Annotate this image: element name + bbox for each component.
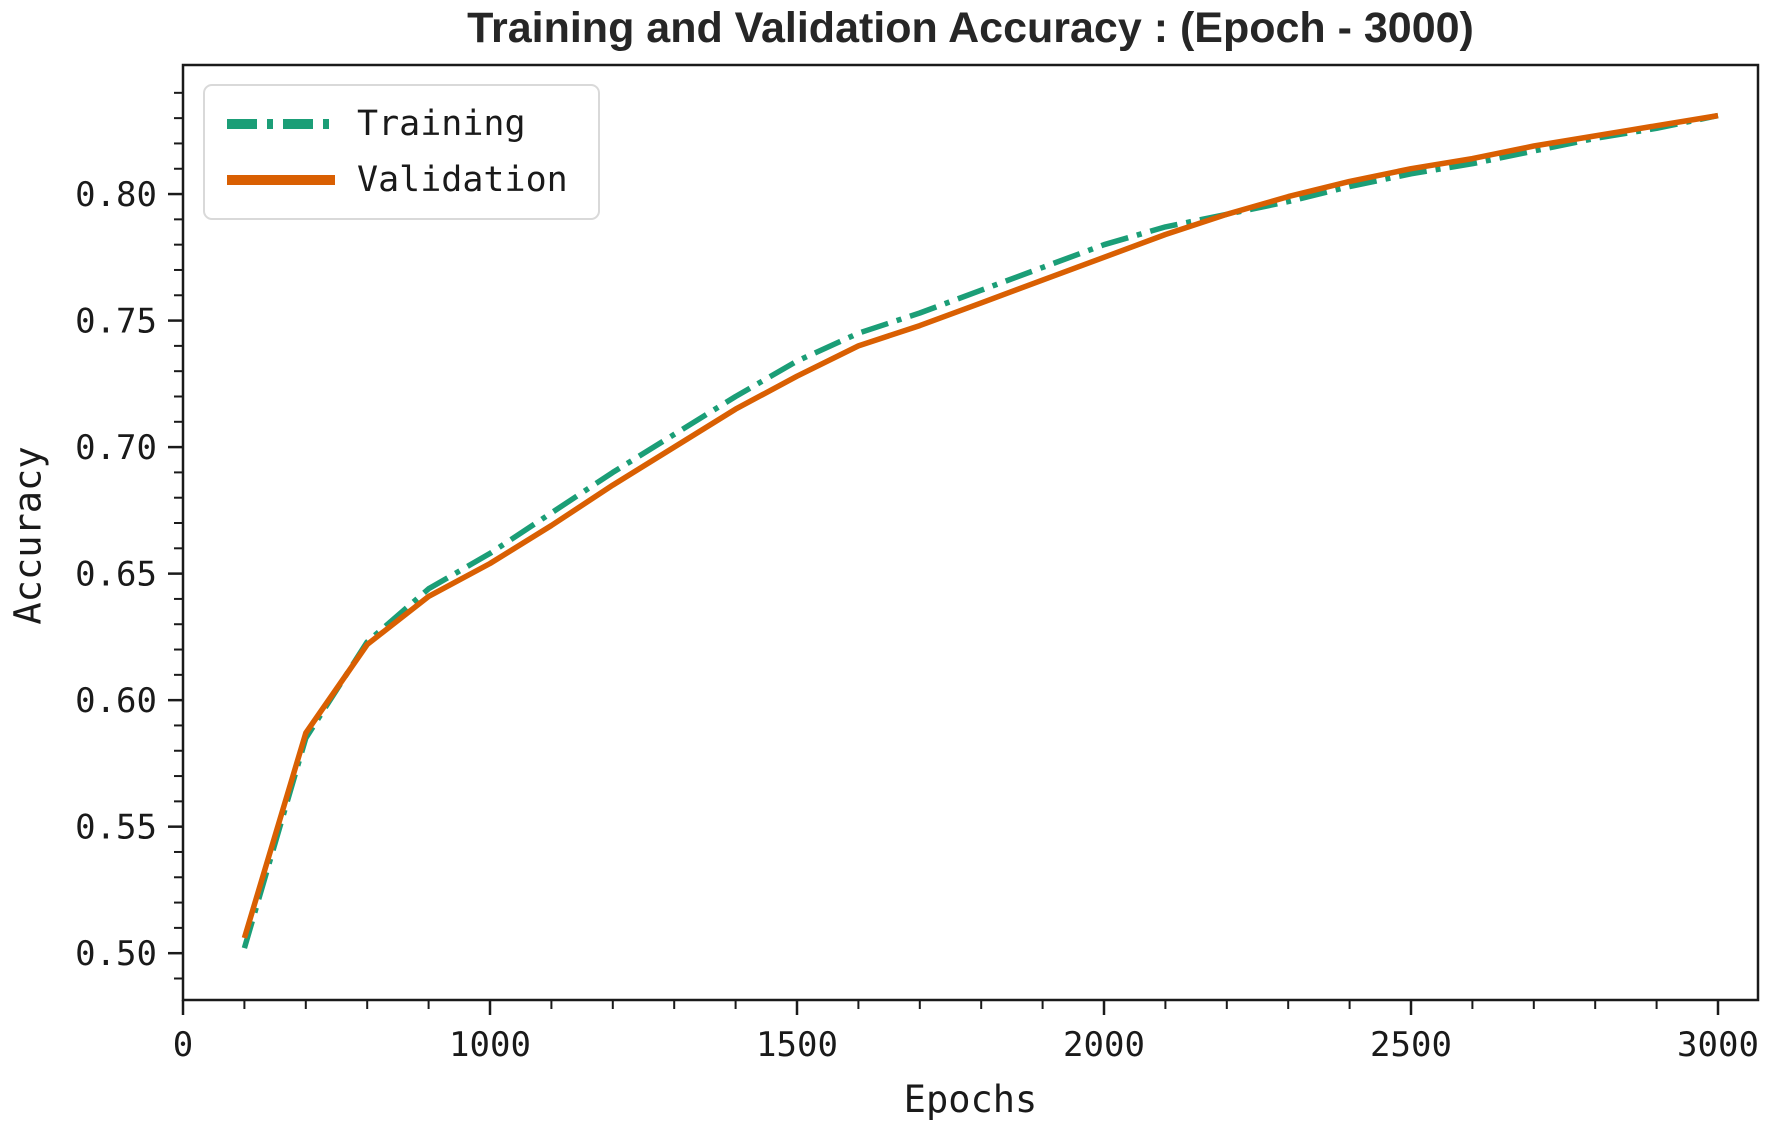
legend-label-validation: Validation	[357, 160, 568, 200]
svg-text:0.50: 0.50	[75, 934, 157, 974]
svg-text:0: 0	[173, 1025, 193, 1065]
chart-title: Training and Validation Accuracy : (Epoc…	[467, 4, 1474, 52]
svg-text:0.80: 0.80	[75, 175, 157, 215]
svg-text:1500: 1500	[756, 1025, 838, 1065]
svg-text:0.60: 0.60	[75, 681, 157, 721]
svg-text:0.55: 0.55	[75, 808, 157, 848]
legend-item-training: Training	[227, 104, 568, 144]
legend-item-validation: Validation	[227, 160, 568, 200]
svg-text:0.70: 0.70	[75, 428, 157, 468]
legend-label-training: Training	[357, 104, 526, 144]
svg-text:1000: 1000	[449, 1025, 531, 1065]
legend: Training Validation	[203, 84, 600, 220]
svg-text:0.65: 0.65	[75, 555, 157, 595]
svg-text:0.75: 0.75	[75, 302, 157, 342]
svg-text:2000: 2000	[1063, 1025, 1145, 1065]
x-axis-label: Epochs	[903, 1078, 1038, 1121]
svg-text:3000: 3000	[1677, 1025, 1759, 1065]
validation-line-sample-icon	[227, 175, 335, 185]
y-axis-label: Accuracy	[6, 446, 50, 625]
training-line-sample-icon	[227, 119, 335, 129]
svg-text:2500: 2500	[1370, 1025, 1452, 1065]
